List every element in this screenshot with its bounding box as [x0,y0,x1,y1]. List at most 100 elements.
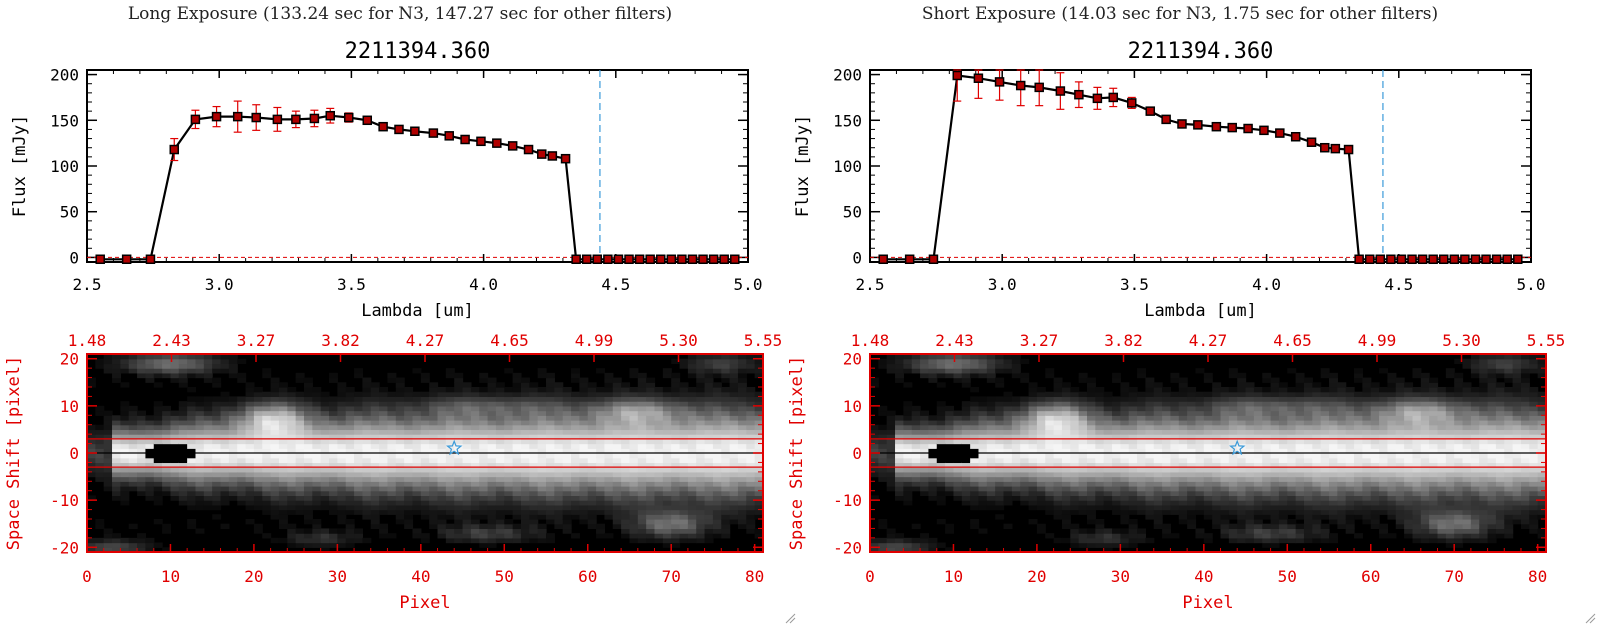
pixel-cell [379,476,389,482]
pixel-cell [1078,429,1088,435]
pixel-cell [112,363,121,369]
pixel-cell [1345,528,1355,534]
pixel-cell [1303,420,1313,426]
pixel-cell [696,434,706,440]
pixel-cell [153,448,163,454]
pixel-cell [1145,410,1155,416]
pixel-cell [345,481,355,487]
pixel-cell [1103,471,1113,478]
pixel-cell [587,420,597,426]
pixel-cell [128,424,138,431]
pixel-cell [737,462,747,468]
pixel-cell [1220,519,1230,525]
pixel-cell [1153,443,1163,449]
pixel-cell [379,467,389,473]
pixel-cell [911,358,921,365]
pixel-cell [587,387,597,393]
pixel-cell [303,504,313,511]
pixel-cell [178,500,188,506]
pixel-cell [721,486,731,492]
pixel-cell [262,401,272,407]
pixel-cell [1153,504,1163,511]
pixel-cell [679,363,689,369]
pixel-cell [1070,486,1080,492]
pixel-cell [1329,410,1338,416]
pixel-cell [961,377,971,383]
pixel-cell [262,438,272,445]
pixel-cell [537,490,547,497]
pixel-cell [637,434,647,440]
pixel-cell [1237,533,1247,539]
pixel-cell [203,438,213,445]
pixel-cell [1203,509,1213,515]
pixel-cell [754,420,764,426]
pixel-cell [886,415,896,421]
pixel-cell [145,372,155,379]
pixel-cell [554,387,564,393]
pixel-cell [87,438,96,445]
pixel-cell [737,519,747,525]
pixel-cell [1253,457,1263,464]
pixel-cell [721,453,731,459]
pixel-cell [1320,500,1330,506]
pixel-cell [387,377,397,383]
pixel-cell [203,486,213,492]
pixel-cell [295,467,305,473]
pixel-cell [404,490,414,497]
pixel-cell [212,490,222,497]
pixel-cell [1078,415,1088,421]
pixel-cell [1303,415,1313,421]
pixel-cell [704,500,714,506]
pixel-cell [945,429,955,435]
pixel-cell [512,481,522,487]
pixel-cell [1086,429,1096,435]
pixel-cell [637,504,647,511]
pixel-cell [504,391,514,398]
pixel-cell [1095,467,1105,473]
pixel-cell [1329,490,1338,497]
pixel-cell [646,462,656,468]
pixel-cell [320,453,330,459]
pixel-cell [462,415,472,421]
pixel-cell [562,405,572,412]
pixel-cell [579,462,589,468]
pixel-cell [1278,410,1288,416]
pixel-cell [679,514,689,520]
pixel-cell [137,486,147,492]
pixel-cell [1162,415,1172,421]
pixel-cell [312,533,322,539]
pixel-cell [562,410,572,416]
pixel-cell [1187,486,1197,492]
pixel-cell [587,429,597,435]
pixel-cell [1312,490,1322,497]
pixel-cell [1028,387,1038,393]
pixel-cell [903,354,913,360]
pixel-cell [354,462,364,468]
pixel-cell [978,500,988,506]
pixel-cell [1137,462,1147,468]
pixel-cell [329,410,338,416]
pixel-cell [870,467,879,473]
pixel-cell [1112,504,1121,511]
pixel-cell [1061,500,1071,506]
pixel-cell [1162,523,1172,530]
pixel-cell [870,429,879,435]
pixel-cell [429,514,439,520]
y-tick-label: 150 [50,111,79,130]
pixel-cell [596,410,606,416]
pixel-cell [253,481,263,487]
pixel-cell [103,358,113,365]
pixel-cell [345,542,355,548]
pixel-cell [245,401,255,407]
pixel-cell [1295,481,1305,487]
pixel-cell [1170,509,1180,515]
image-panel-long: 0 10 20 30 40 50 60 70 801.48 2.43 3.27 3.82 4.27 4.6… [4,331,782,613]
pixel-cell [379,486,389,492]
pixel-cell [128,453,138,459]
pixel-cell [878,448,888,454]
pixel-cell [495,420,505,426]
pixel-cell [936,490,946,497]
pixel-cell [212,443,222,449]
pixel-cell [637,533,647,539]
pixel-cell [1078,467,1088,473]
